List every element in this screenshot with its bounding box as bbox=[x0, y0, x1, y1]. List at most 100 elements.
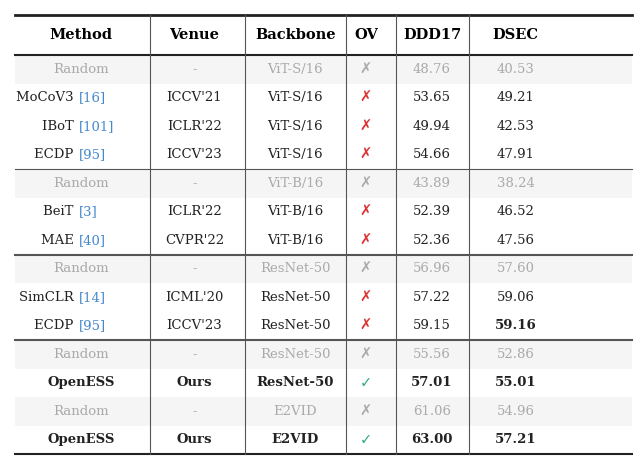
Text: 52.39: 52.39 bbox=[413, 205, 451, 219]
Text: ✗: ✗ bbox=[360, 204, 372, 219]
Bar bbox=[15, 426, 632, 454]
Text: E2VID: E2VID bbox=[272, 433, 319, 446]
Bar bbox=[15, 112, 632, 141]
Text: IBoT: IBoT bbox=[42, 120, 78, 133]
Text: [95]: [95] bbox=[79, 320, 106, 332]
Text: ✗: ✗ bbox=[360, 347, 372, 362]
Text: ✓: ✓ bbox=[360, 432, 372, 447]
Text: 53.65: 53.65 bbox=[413, 91, 451, 104]
Bar bbox=[15, 312, 632, 340]
Text: MAE: MAE bbox=[41, 234, 78, 247]
Text: [16]: [16] bbox=[79, 91, 106, 104]
Bar bbox=[15, 141, 632, 169]
Text: ✗: ✗ bbox=[360, 62, 372, 77]
Text: 59.15: 59.15 bbox=[413, 320, 451, 332]
Text: -: - bbox=[192, 63, 197, 76]
Bar bbox=[15, 16, 632, 55]
Text: E2VID: E2VID bbox=[273, 405, 317, 418]
Text: ResNet-50: ResNet-50 bbox=[257, 376, 334, 389]
Text: OpenESS: OpenESS bbox=[47, 433, 115, 446]
Text: -: - bbox=[192, 348, 197, 361]
Text: [3]: [3] bbox=[79, 205, 97, 219]
Text: 49.21: 49.21 bbox=[497, 91, 534, 104]
Text: ResNet-50: ResNet-50 bbox=[260, 262, 331, 275]
Text: ECDP: ECDP bbox=[35, 149, 78, 161]
Text: ViT-B/16: ViT-B/16 bbox=[267, 234, 323, 247]
Text: 59.16: 59.16 bbox=[495, 320, 537, 332]
Text: ✗: ✗ bbox=[360, 290, 372, 305]
Text: 38.24: 38.24 bbox=[497, 177, 534, 190]
Bar bbox=[15, 84, 632, 112]
Bar bbox=[15, 197, 632, 226]
Text: BeiT: BeiT bbox=[44, 205, 78, 219]
Text: ✓: ✓ bbox=[360, 376, 372, 391]
Text: ViT-S/16: ViT-S/16 bbox=[268, 63, 323, 76]
Text: OV: OV bbox=[354, 28, 378, 42]
Text: Random: Random bbox=[53, 348, 109, 361]
Text: ViT-B/16: ViT-B/16 bbox=[267, 177, 323, 190]
Text: ICCV'23: ICCV'23 bbox=[166, 320, 223, 332]
Text: ViT-S/16: ViT-S/16 bbox=[268, 91, 323, 104]
Text: ICML'20: ICML'20 bbox=[165, 291, 224, 304]
Text: ResNet-50: ResNet-50 bbox=[260, 320, 331, 332]
Text: Ours: Ours bbox=[177, 376, 212, 389]
Text: ✗: ✗ bbox=[360, 176, 372, 191]
Text: 57.60: 57.60 bbox=[497, 262, 535, 275]
Text: 54.96: 54.96 bbox=[497, 405, 535, 418]
Bar bbox=[15, 255, 632, 283]
Text: 57.01: 57.01 bbox=[412, 376, 452, 389]
Text: 46.52: 46.52 bbox=[497, 205, 534, 219]
Text: 47.91: 47.91 bbox=[497, 149, 535, 161]
Text: ICLR'22: ICLR'22 bbox=[167, 205, 222, 219]
Text: ✗: ✗ bbox=[360, 90, 372, 105]
Text: ViT-B/16: ViT-B/16 bbox=[267, 205, 323, 219]
Text: Method: Method bbox=[50, 28, 113, 42]
Text: CVPR'22: CVPR'22 bbox=[165, 234, 224, 247]
Text: ICCV'23: ICCV'23 bbox=[166, 149, 223, 161]
Text: 47.56: 47.56 bbox=[497, 234, 535, 247]
Text: Venue: Venue bbox=[170, 28, 220, 42]
Text: 59.06: 59.06 bbox=[497, 291, 535, 304]
Text: ViT-S/16: ViT-S/16 bbox=[268, 149, 323, 161]
Text: 55.56: 55.56 bbox=[413, 348, 451, 361]
Text: ✗: ✗ bbox=[360, 404, 372, 419]
Text: 57.21: 57.21 bbox=[495, 433, 536, 446]
Bar bbox=[15, 340, 632, 368]
Text: ViT-S/16: ViT-S/16 bbox=[268, 120, 323, 133]
Text: 49.94: 49.94 bbox=[413, 120, 451, 133]
Text: Ours: Ours bbox=[177, 433, 212, 446]
Text: ICLR'22: ICLR'22 bbox=[167, 120, 222, 133]
Text: 40.53: 40.53 bbox=[497, 63, 534, 76]
Text: [40]: [40] bbox=[79, 234, 106, 247]
Text: Random: Random bbox=[53, 63, 109, 76]
Bar bbox=[15, 55, 632, 84]
Text: Random: Random bbox=[53, 405, 109, 418]
Text: SimCLR: SimCLR bbox=[19, 291, 78, 304]
Text: 52.86: 52.86 bbox=[497, 348, 534, 361]
Text: DSEC: DSEC bbox=[493, 28, 539, 42]
Text: -: - bbox=[192, 405, 197, 418]
Text: 54.66: 54.66 bbox=[413, 149, 451, 161]
Text: ✗: ✗ bbox=[360, 261, 372, 276]
Text: MoCoV3: MoCoV3 bbox=[16, 91, 78, 104]
Bar bbox=[15, 169, 632, 197]
Text: ResNet-50: ResNet-50 bbox=[260, 291, 331, 304]
Bar bbox=[15, 368, 632, 397]
Text: 57.22: 57.22 bbox=[413, 291, 451, 304]
Text: DDD17: DDD17 bbox=[403, 28, 461, 42]
Bar bbox=[15, 397, 632, 426]
Text: 55.01: 55.01 bbox=[495, 376, 536, 389]
Bar bbox=[15, 283, 632, 312]
Text: [14]: [14] bbox=[79, 291, 106, 304]
Text: 42.53: 42.53 bbox=[497, 120, 534, 133]
Text: -: - bbox=[192, 262, 197, 275]
Text: 61.06: 61.06 bbox=[413, 405, 451, 418]
Text: 63.00: 63.00 bbox=[412, 433, 452, 446]
Text: OpenESS: OpenESS bbox=[47, 376, 115, 389]
Text: ResNet-50: ResNet-50 bbox=[260, 348, 331, 361]
Text: ✗: ✗ bbox=[360, 233, 372, 248]
Text: [95]: [95] bbox=[79, 149, 106, 161]
Text: ✗: ✗ bbox=[360, 318, 372, 333]
Text: 52.36: 52.36 bbox=[413, 234, 451, 247]
Text: 56.96: 56.96 bbox=[413, 262, 451, 275]
